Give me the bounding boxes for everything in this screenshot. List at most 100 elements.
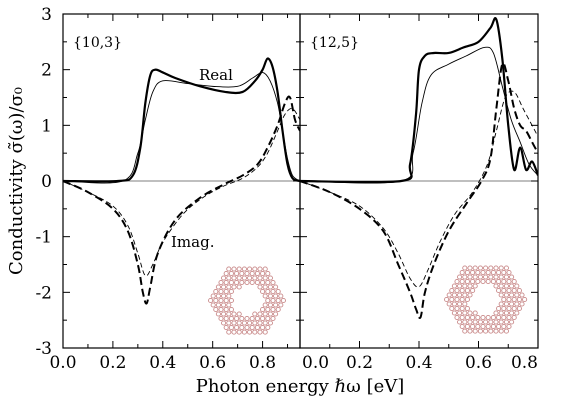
x-tick-label: 0.6: [199, 353, 226, 373]
lattice-site: [459, 296, 465, 303]
lattice-site: [218, 288, 224, 295]
lattice-site: [498, 319, 504, 325]
lattice-site: [275, 306, 281, 313]
lattice-site: [239, 315, 245, 322]
lattice-site: [501, 269, 507, 276]
lattice-site: [509, 274, 515, 280]
lattice-site: [493, 328, 499, 334]
panel-10-3: {10,3} Real Imag.: [63, 35, 300, 335]
lattice-site: [254, 270, 260, 277]
lattice-site: [457, 310, 463, 316]
lattice-site: [514, 301, 520, 307]
lattice-site: [503, 274, 509, 280]
lattice-site: [496, 314, 502, 321]
lattice-site: [462, 292, 468, 298]
lattice-site: [213, 306, 219, 313]
lattice-site: [267, 275, 273, 281]
lattice-site: [483, 328, 489, 334]
lattice-site: [485, 269, 491, 276]
lattice-site: [501, 314, 507, 321]
lattice-site: [270, 288, 276, 295]
lattice-site: [260, 279, 266, 286]
nanoflake-inset-1: [444, 265, 528, 334]
lattice-site: [480, 323, 486, 330]
lattice-site: [262, 293, 268, 299]
lattice-site: [228, 324, 234, 331]
lattice-site: [498, 328, 504, 334]
panel-tag: {12,5}: [310, 35, 359, 51]
lattice-site: [464, 287, 470, 294]
lattice-site: [457, 283, 463, 289]
lattice-site: [496, 287, 502, 294]
annotation-real: Real: [199, 66, 233, 84]
lattice-site: [252, 266, 258, 272]
lattice-site: [239, 279, 245, 286]
lattice-site: [221, 302, 227, 308]
lattice-site: [496, 269, 502, 276]
lattice-site: [462, 274, 468, 280]
lattice-site: [522, 296, 528, 303]
lattice-site: [457, 301, 463, 307]
x-tick-label: 0.4: [149, 353, 176, 373]
panel-12-5: {12,5}: [300, 17, 538, 334]
lattice-site: [467, 265, 473, 271]
lattice-site: [228, 315, 234, 322]
lattice-site: [462, 283, 468, 289]
lattice-site: [493, 274, 499, 280]
lattice-site: [260, 324, 266, 331]
lattice-site: [254, 279, 260, 286]
lattice-site: [215, 293, 221, 299]
lattice-site: [451, 283, 457, 289]
lattice-site: [457, 319, 463, 325]
lattice-site: [213, 288, 219, 295]
lattice-site: [275, 297, 281, 304]
lattice-site: [215, 284, 221, 290]
lattice-site: [457, 292, 463, 298]
panel-tag: {10,3}: [73, 35, 122, 51]
lattice-site: [223, 288, 229, 295]
lattice-site: [488, 328, 494, 334]
lattice-site: [262, 320, 268, 326]
lattice-site: [509, 301, 515, 307]
lattice-site: [267, 284, 273, 290]
lattice-site: [247, 320, 253, 326]
lattice-site: [239, 270, 245, 277]
annotation-imag: Imag.: [171, 233, 214, 251]
lattice-site: [226, 320, 232, 326]
lattice-site: [498, 283, 504, 289]
lattice-site: [501, 278, 507, 285]
lattice-site: [265, 279, 271, 286]
lattice-site: [249, 315, 255, 322]
lattice-site: [249, 324, 255, 331]
nanoflake-inset-0: [208, 266, 286, 335]
lattice-site: [496, 305, 502, 312]
lattice-site: [503, 301, 509, 307]
lattice-site: [226, 275, 232, 281]
lattice-site: [516, 296, 522, 303]
lattice-site: [265, 324, 271, 331]
lattice-site: [273, 311, 279, 317]
lattice-site: [223, 315, 229, 322]
lattice-site: [498, 274, 504, 280]
lattice-site: [483, 265, 489, 271]
lattice-site: [490, 323, 496, 330]
lattice-site: [260, 306, 266, 313]
lattice-site: [498, 310, 504, 316]
lattice-site: [472, 328, 478, 334]
lattice-site: [215, 311, 221, 317]
lattice-site: [506, 296, 512, 303]
lattice-site: [488, 274, 494, 280]
lattice-site: [503, 283, 509, 289]
lattice-site: [260, 288, 266, 295]
lattice-site: [221, 284, 227, 290]
lattice-site: [511, 278, 517, 285]
lattice-site: [480, 278, 486, 285]
lattice-site: [213, 297, 219, 304]
lattice-site: [490, 314, 496, 321]
lattice-site: [236, 320, 242, 326]
lattice-site: [228, 288, 234, 295]
panel-frame: [299, 13, 539, 349]
lattice-site: [241, 320, 247, 326]
lattice-site: [501, 323, 507, 330]
lattice-site: [446, 301, 452, 307]
